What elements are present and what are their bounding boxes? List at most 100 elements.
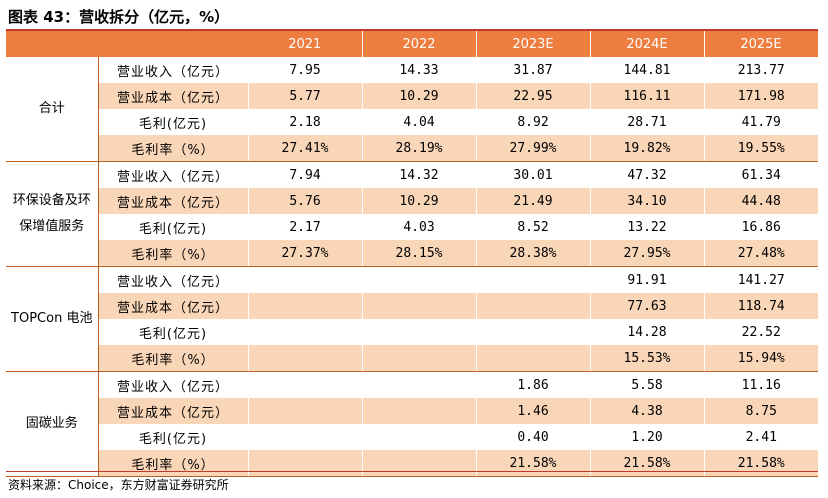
value-cell: 22.52 xyxy=(703,319,818,345)
table-row: 营业成本（亿元） 5.77 10.29 22.95 116.11 171.98 xyxy=(6,83,818,109)
value-cell: 41.79 xyxy=(703,109,818,135)
segment-label: TOPCon 电池 xyxy=(6,266,99,372)
value-cell: 7.94 xyxy=(247,161,362,188)
value-cell: 8.52 xyxy=(475,214,590,240)
value-cell: 1.46 xyxy=(475,398,590,424)
table-row: 毛利率（%） 15.53% 15.94% xyxy=(6,345,818,372)
value-cell: 5.77 xyxy=(247,83,362,109)
value-cell: 34.10 xyxy=(589,188,704,214)
header-blank xyxy=(6,31,98,57)
segment-label: 合计 xyxy=(6,57,99,162)
value-cell xyxy=(475,293,590,319)
table-row: 环保设备及环保增值服务 营业收入（亿元） 7.94 14.32 30.01 47.32 61… xyxy=(6,161,818,267)
metric-label: 毛利率（%） xyxy=(98,135,248,162)
metric-label: 营业收入（亿元） xyxy=(116,169,229,185)
value-cell: 4.03 xyxy=(361,214,476,240)
value-cell: 47.32 xyxy=(589,161,704,188)
value-cell xyxy=(361,266,476,293)
value-cell: 2.17 xyxy=(247,214,362,240)
header-row: 2021 2022 2023E 2024E 2025E xyxy=(6,31,819,57)
value-cell: 13.22 xyxy=(589,214,704,240)
value-cell: 5.76 xyxy=(247,188,362,214)
value-cell: 30.01 xyxy=(475,161,590,188)
value-cell xyxy=(247,424,362,450)
value-cell xyxy=(361,319,476,345)
value-cell: 5.58 xyxy=(589,371,704,398)
value-cell: 4.38 xyxy=(589,398,704,424)
value-cell: 21.58% xyxy=(703,450,818,477)
value-cell xyxy=(247,371,362,398)
value-cell: 0.40 xyxy=(475,424,590,450)
metric-label: 毛利(亿元) xyxy=(138,116,208,132)
value-cell: 7.95 xyxy=(247,57,362,83)
table-row: 毛利率（%） 27.37% 28.15% 28.38% 27.95% 27.48% xyxy=(6,240,818,267)
value-cell xyxy=(247,398,362,424)
value-cell: 171.98 xyxy=(703,83,818,109)
table-row: 营业成本（亿元） 5.76 10.29 21.49 34.10 44.48 xyxy=(6,188,818,214)
value-cell: 14.33 xyxy=(361,57,476,83)
value-cell: 27.37% xyxy=(247,240,362,267)
metric-label: 毛利(亿元) xyxy=(138,221,208,237)
table-row: 合计 营业收入（亿元） 7.95 14.33 31.87 144.81 213.77 xyxy=(6,57,818,162)
metric-label: 营业成本（亿元） xyxy=(98,398,248,424)
value-cell: 213.77 xyxy=(703,57,818,83)
value-cell: 8.92 xyxy=(475,109,590,135)
value-cell: 118.74 xyxy=(703,293,818,319)
value-cell: 8.75 xyxy=(703,398,818,424)
value-cell: 44.48 xyxy=(703,188,818,214)
value-cell xyxy=(361,293,476,319)
value-cell: 21.49 xyxy=(475,188,590,214)
value-cell: 28.19% xyxy=(361,135,476,162)
value-cell: 91.91 xyxy=(589,266,704,293)
table-row: 毛利(亿元) 2.18 4.04 8.92 28.71 41.79 xyxy=(6,109,818,135)
column-header: 2025E xyxy=(704,31,819,57)
value-cell: 4.04 xyxy=(361,109,476,135)
table-row: 毛利(亿元) 14.28 22.52 xyxy=(6,319,818,345)
table-row: 毛利(亿元) 0.40 1.20 2.41 xyxy=(6,424,818,450)
value-cell xyxy=(475,266,590,293)
metric-label: 营业收入（亿元） xyxy=(116,64,229,80)
table-row: 毛利率（%） 21.58% 21.58% 21.58% xyxy=(6,450,818,477)
column-header: 2024E xyxy=(590,31,705,57)
column-header: 2023E xyxy=(476,31,591,57)
value-cell: 61.34 xyxy=(703,161,818,188)
table-row: 毛利(亿元) 2.17 4.03 8.52 13.22 16.86 xyxy=(6,214,818,240)
value-cell: 28.15% xyxy=(361,240,476,267)
value-cell: 11.16 xyxy=(703,371,818,398)
value-cell: 1.86 xyxy=(475,371,590,398)
value-cell xyxy=(361,450,476,477)
value-cell: 15.94% xyxy=(703,345,818,372)
value-cell xyxy=(247,450,362,477)
table-row: 营业成本（亿元） 77.63 118.74 xyxy=(6,293,818,319)
value-cell xyxy=(361,345,476,372)
value-cell: 16.86 xyxy=(703,214,818,240)
value-cell: 21.58% xyxy=(475,450,590,477)
figure-title: 图表 43：营收拆分（亿元，%） xyxy=(8,8,230,26)
value-cell: 15.53% xyxy=(589,345,704,372)
source-divider xyxy=(6,471,818,472)
source-note: 资料来源：Choice，东方财富证券研究所 xyxy=(8,478,229,492)
value-cell xyxy=(247,345,362,372)
table-row: TOPCon 电池 营业收入（亿元） 91.91 141.27 xyxy=(6,266,818,372)
metric-label: 毛利率（%） xyxy=(98,240,248,267)
value-cell xyxy=(247,319,362,345)
value-cell: 1.20 xyxy=(589,424,704,450)
value-cell: 10.29 xyxy=(361,83,476,109)
metric-label: 毛利率（%） xyxy=(98,450,248,477)
value-cell: 27.41% xyxy=(247,135,362,162)
revenue-breakdown-table: 2021 2022 2023E 2024E 2025E 合计 营业收入（亿元） 7.… xyxy=(6,31,819,477)
metric-label: 营业成本（亿元） xyxy=(98,83,248,109)
column-header: 2021 xyxy=(248,31,363,57)
value-cell: 2.41 xyxy=(703,424,818,450)
header-blank xyxy=(98,31,248,57)
metric-label: 毛利(亿元) xyxy=(138,431,208,447)
table-row: 固碳业务 营业收入（亿元） 1.86 5.58 11.16 xyxy=(6,371,818,477)
value-cell: 27.99% xyxy=(475,135,590,162)
column-header: 2022 xyxy=(362,31,477,57)
value-cell xyxy=(475,345,590,372)
value-cell: 31.87 xyxy=(475,57,590,83)
metric-label: 营业收入（亿元） xyxy=(116,379,229,395)
value-cell: 116.11 xyxy=(589,83,704,109)
value-cell: 19.55% xyxy=(703,135,818,162)
value-cell xyxy=(361,398,476,424)
